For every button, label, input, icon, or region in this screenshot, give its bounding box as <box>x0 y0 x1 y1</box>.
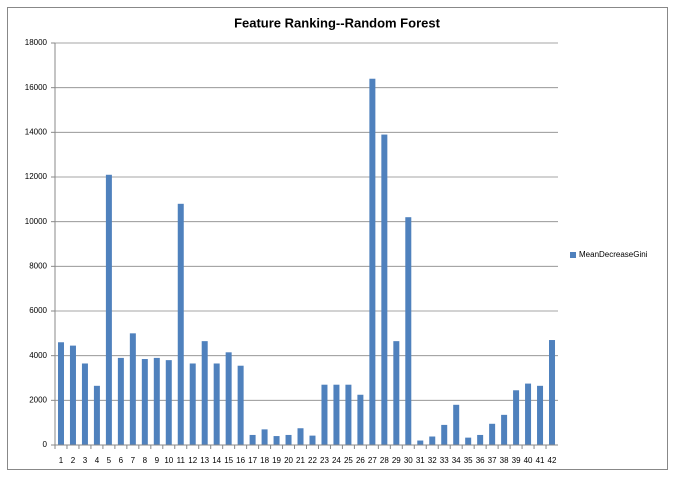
x-tick-label: 1 <box>59 456 64 465</box>
bar <box>513 390 520 445</box>
bar <box>525 383 532 445</box>
x-tick-label: 24 <box>332 456 341 465</box>
bar <box>357 394 364 445</box>
y-tick-label: 12000 <box>25 172 48 181</box>
bar <box>141 359 148 445</box>
bar <box>477 434 484 445</box>
bar <box>465 437 472 445</box>
x-tick-label: 33 <box>440 456 449 465</box>
bar <box>549 340 556 445</box>
x-tick-label: 20 <box>284 456 293 465</box>
x-tick-label: 39 <box>512 456 521 465</box>
bar <box>345 384 352 445</box>
x-tick-label: 6 <box>119 456 124 465</box>
bar <box>249 434 256 445</box>
x-tick-label: 11 <box>177 456 186 465</box>
legend-label: MeanDecreaseGini <box>579 250 648 259</box>
bar <box>393 341 400 445</box>
bar <box>369 78 376 445</box>
x-tick-label: 19 <box>272 456 281 465</box>
x-tick-label: 42 <box>548 456 557 465</box>
bar <box>129 333 136 445</box>
chart-title: Feature Ranking--Random Forest <box>234 15 441 30</box>
x-tick-label: 12 <box>188 456 197 465</box>
bar <box>429 436 436 445</box>
y-tick-label: 18000 <box>25 38 48 47</box>
x-tick-label: 4 <box>95 456 100 465</box>
x-tick-label: 31 <box>416 456 425 465</box>
bar <box>93 385 100 445</box>
x-tick-label: 18 <box>260 456 269 465</box>
bar <box>333 384 340 445</box>
bar <box>189 363 196 445</box>
bar <box>489 423 496 445</box>
bar <box>261 429 268 445</box>
y-tick-label: 14000 <box>25 127 48 136</box>
bar <box>201 341 208 445</box>
x-tick-label: 9 <box>155 456 160 465</box>
bar <box>285 434 292 445</box>
y-tick-label: 2000 <box>29 395 47 404</box>
y-tick-label: 6000 <box>29 306 47 315</box>
x-tick-label: 14 <box>212 456 221 465</box>
x-tick-label: 3 <box>83 456 88 465</box>
bar <box>273 436 280 445</box>
bar <box>453 404 460 445</box>
bar <box>177 203 184 445</box>
x-tick-label: 26 <box>356 456 365 465</box>
bar <box>405 217 412 445</box>
x-tick-label: 23 <box>320 456 329 465</box>
x-tick-label: 17 <box>248 456 257 465</box>
y-tick-label: 8000 <box>29 261 47 270</box>
x-tick-label: 30 <box>404 456 413 465</box>
bar <box>117 357 124 445</box>
x-tick-label: 21 <box>296 456 305 465</box>
bar <box>321 384 328 445</box>
x-tick-label: 34 <box>452 456 461 465</box>
x-tick-label: 25 <box>344 456 353 465</box>
x-tick-label: 38 <box>500 456 509 465</box>
x-tick-label: 7 <box>131 456 136 465</box>
bar <box>381 134 388 446</box>
bar <box>213 363 220 445</box>
y-tick-label: 10000 <box>25 217 48 226</box>
x-tick-label: 10 <box>164 456 173 465</box>
x-tick-label: 29 <box>392 456 401 465</box>
bar <box>501 414 508 445</box>
x-tick-label: 13 <box>200 456 209 465</box>
legend-marker <box>570 252 576 258</box>
x-tick-label: 22 <box>308 456 317 465</box>
bar <box>153 357 160 445</box>
y-tick-label: 16000 <box>25 83 48 92</box>
x-tick-label: 41 <box>536 456 545 465</box>
x-tick-label: 2 <box>71 456 76 465</box>
y-tick-label: 4000 <box>29 351 47 360</box>
bar <box>57 342 64 445</box>
x-tick-label: 16 <box>236 456 245 465</box>
x-tick-label: 37 <box>488 456 497 465</box>
bar <box>69 345 76 445</box>
bar <box>417 440 424 445</box>
y-tick-label: 0 <box>43 440 48 449</box>
x-tick-label: 27 <box>368 456 377 465</box>
x-tick-label: 35 <box>464 456 473 465</box>
x-tick-label: 5 <box>107 456 112 465</box>
bar <box>165 360 172 445</box>
x-tick-label: 40 <box>524 456 533 465</box>
bar <box>105 174 112 445</box>
x-tick-label: 36 <box>476 456 485 465</box>
bar <box>309 435 316 445</box>
bar <box>237 365 244 445</box>
x-tick-label: 8 <box>143 456 148 465</box>
bar <box>441 424 448 445</box>
x-tick-label: 15 <box>224 456 233 465</box>
bar <box>297 428 304 445</box>
bar <box>225 352 232 445</box>
bar <box>537 385 544 445</box>
x-tick-label: 28 <box>380 456 389 465</box>
x-tick-label: 32 <box>428 456 437 465</box>
bar <box>81 363 88 445</box>
